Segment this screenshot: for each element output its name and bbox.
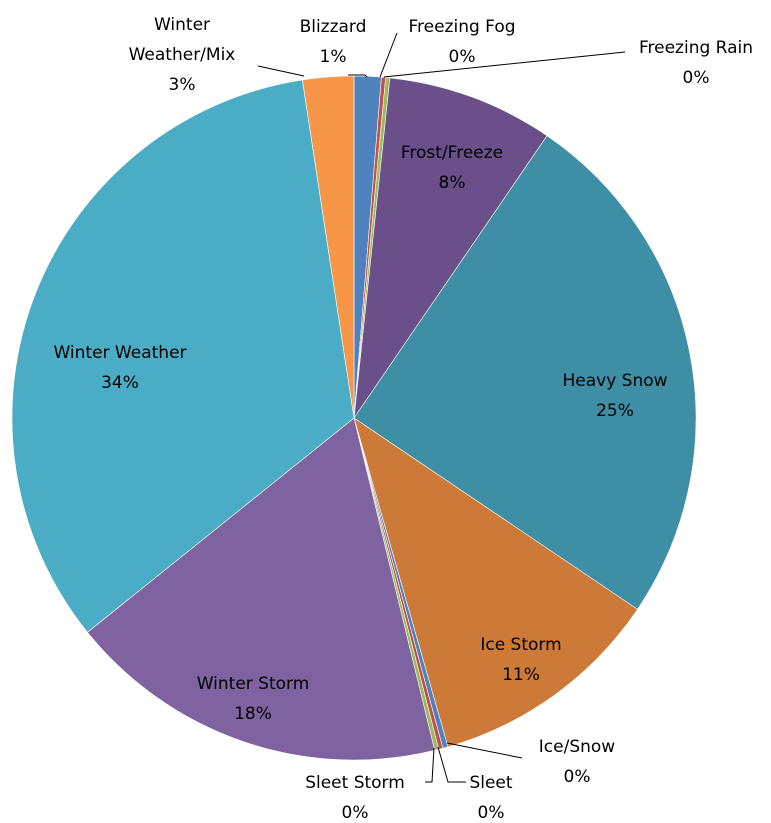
slice-name-winter-weather: Winter Weather (53, 343, 186, 363)
slice-name-freezing-fog: Freezing Fog (408, 17, 515, 37)
slice-percent-frost-freeze: 8% (439, 173, 466, 193)
slice-name-ice-snow: Ice/Snow (539, 737, 616, 757)
slice-name-sleet-storm: Sleet Storm (305, 773, 405, 793)
data-label-winter-weather: Winter Weather 34% (53, 343, 186, 393)
data-label-winter-weather-mix: Winter Weather/Mix 3% (129, 15, 236, 95)
data-label-freezing-fog: Freezing Fog 0% (408, 17, 515, 67)
data-label-ice-snow: Ice/Snow 0% (539, 737, 616, 787)
pie-slice-heavy-snow (353, 135, 697, 610)
slice-percent-sleet-storm: 0% (342, 803, 369, 823)
slice-name-part-winter-weather-mix: Winter (154, 15, 210, 35)
data-label-sleet: Sleet 0% (469, 773, 512, 823)
pie-slice-ice-storm (353, 417, 638, 748)
data-label-sleet-storm: Sleet Storm 0% (305, 773, 405, 823)
leader-line-blizzard (348, 74, 368, 78)
slice-percent-heavy-snow: 25% (596, 401, 634, 421)
slice-percent-ice-storm: 11% (502, 665, 540, 685)
data-label-blizzard: Blizzard 1% (300, 17, 367, 67)
leader-line-freezing-rain (383, 51, 626, 78)
slice-percent-winter-weather: 34% (101, 373, 139, 393)
slice-name-part-winter-weather-mix: Weather/Mix (129, 45, 236, 65)
leader-line-ice-snow (446, 742, 523, 759)
leader-line-freezing-fog (379, 32, 398, 78)
slice-percent-blizzard: 1% (320, 47, 347, 67)
slice-percent-freezing-rain: 0% (683, 68, 710, 88)
pie-slice-winter-weather (11, 79, 355, 633)
slice-name-sleet: Sleet (469, 773, 512, 793)
slice-percent-freezing-fog: 0% (449, 47, 476, 67)
data-label-frost-freeze: Frost/Freeze 8% (401, 143, 503, 193)
slice-percent-sleet: 0% (478, 803, 505, 823)
slice-percent-ice-snow: 0% (564, 767, 591, 787)
slice-percent-winter-storm: 18% (234, 704, 272, 724)
slice-name-heavy-snow: Heavy Snow (562, 371, 667, 391)
slice-percent-winter-weather-mix: 3% (169, 75, 196, 95)
slice-name-frost-freeze: Frost/Freeze (401, 143, 503, 163)
data-label-heavy-snow: Heavy Snow 25% (562, 371, 667, 421)
slice-name-ice-storm: Ice Storm (480, 635, 561, 655)
slice-name-blizzard: Blizzard (300, 17, 367, 37)
slice-name-freezing-rain: Freezing Rain (639, 38, 753, 58)
pie-slice-winter-storm (87, 417, 436, 761)
data-label-freezing-rain: Freezing Rain 0% (639, 38, 753, 88)
data-label-ice-storm: Ice Storm 11% (480, 635, 561, 685)
leader-line-winter-weather-mix (257, 65, 305, 77)
leader-line-sleet (437, 746, 466, 783)
slice-name-winter-storm: Winter Storm (197, 674, 310, 694)
leader-line-sleet-storm (425, 747, 435, 783)
data-label-winter-storm: Winter Storm 18% (197, 674, 310, 724)
pie-slice-winter-weather-mix (302, 75, 355, 419)
pie-slice-frost-freeze (353, 77, 548, 419)
